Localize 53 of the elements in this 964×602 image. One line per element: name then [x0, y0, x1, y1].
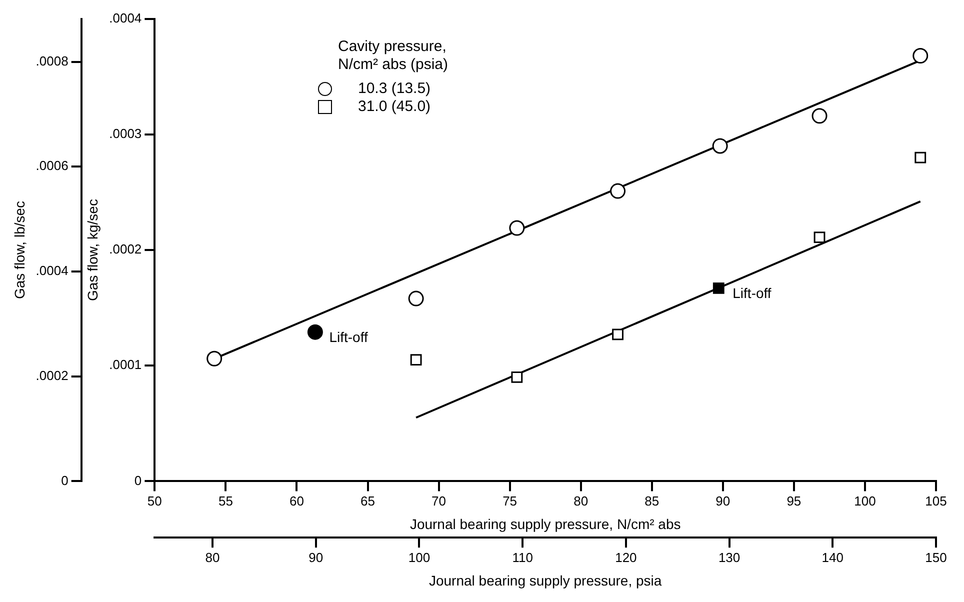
- y-axis-title: Gas flow, kg/sec: [84, 199, 101, 301]
- y-tick-label: .0001: [109, 357, 142, 372]
- x2-tick-label: 120: [615, 550, 637, 565]
- x2-tick-label: 140: [822, 550, 844, 565]
- legend-label: 10.3 (13.5): [358, 80, 431, 98]
- annotation: Lift-off: [329, 328, 368, 345]
- point: [612, 328, 624, 340]
- legend-label: 31.0 (45.0): [358, 98, 431, 116]
- y2-tick-label: .0002: [36, 368, 68, 383]
- point: [410, 354, 422, 366]
- x2-tick-label: 90: [308, 550, 324, 565]
- x2-tick-label: 150: [925, 550, 947, 565]
- y-tick-label: .0002: [109, 242, 142, 257]
- x-tick-label: 70: [432, 494, 446, 509]
- point: [914, 152, 926, 164]
- legend-title: Cavity pressure, N/cm² abs (psia): [337, 38, 450, 74]
- point: [814, 232, 826, 243]
- x-tick-label: 100: [854, 494, 876, 509]
- x-tick-label: 80: [574, 494, 588, 509]
- y-tick-label: .0004: [109, 10, 142, 26]
- x-tick-label: 60: [289, 494, 304, 509]
- x2-tick-label: 130: [718, 550, 740, 565]
- annotation: Lift-off: [732, 285, 772, 302]
- y2-tick-label: 0: [61, 472, 68, 488]
- x2-tick-label: 110: [512, 550, 533, 565]
- x-tick-label: 65: [360, 494, 375, 509]
- point: [712, 138, 728, 154]
- x-tick-label: 90: [716, 494, 730, 509]
- x-tick-label: 50: [147, 494, 162, 509]
- point: [511, 371, 523, 383]
- x-axis-title: Journal bearing supply pressure, N/cm² abs: [410, 516, 681, 532]
- point: [509, 220, 525, 236]
- y-tick-label: .0003: [109, 126, 142, 141]
- point: [712, 282, 724, 294]
- point: [307, 324, 323, 340]
- x-tick-label: 105: [925, 494, 947, 509]
- point: [912, 48, 928, 64]
- point: [812, 108, 828, 124]
- x2-axis-title: Journal bearing supply pressure, psia: [428, 572, 662, 588]
- point: [610, 183, 626, 199]
- x2-tick-label: 100: [408, 550, 430, 565]
- y2-tick-label: .0006: [36, 158, 68, 174]
- x-tick-label: 85: [644, 494, 660, 509]
- point: [408, 290, 424, 306]
- x2-tick-label: 80: [205, 550, 220, 565]
- y2-axis-title: Gas flow, lb/sec: [11, 200, 28, 300]
- x-tick-label: 95: [786, 494, 802, 509]
- y2-tick-label: .0008: [36, 53, 68, 68]
- y-tick-label: 0: [134, 472, 142, 488]
- y2-tick-label: .0004: [36, 263, 68, 278]
- x-tick-label: 55: [218, 494, 233, 509]
- x-tick-label: 75: [502, 494, 518, 509]
- point: [206, 350, 222, 366]
